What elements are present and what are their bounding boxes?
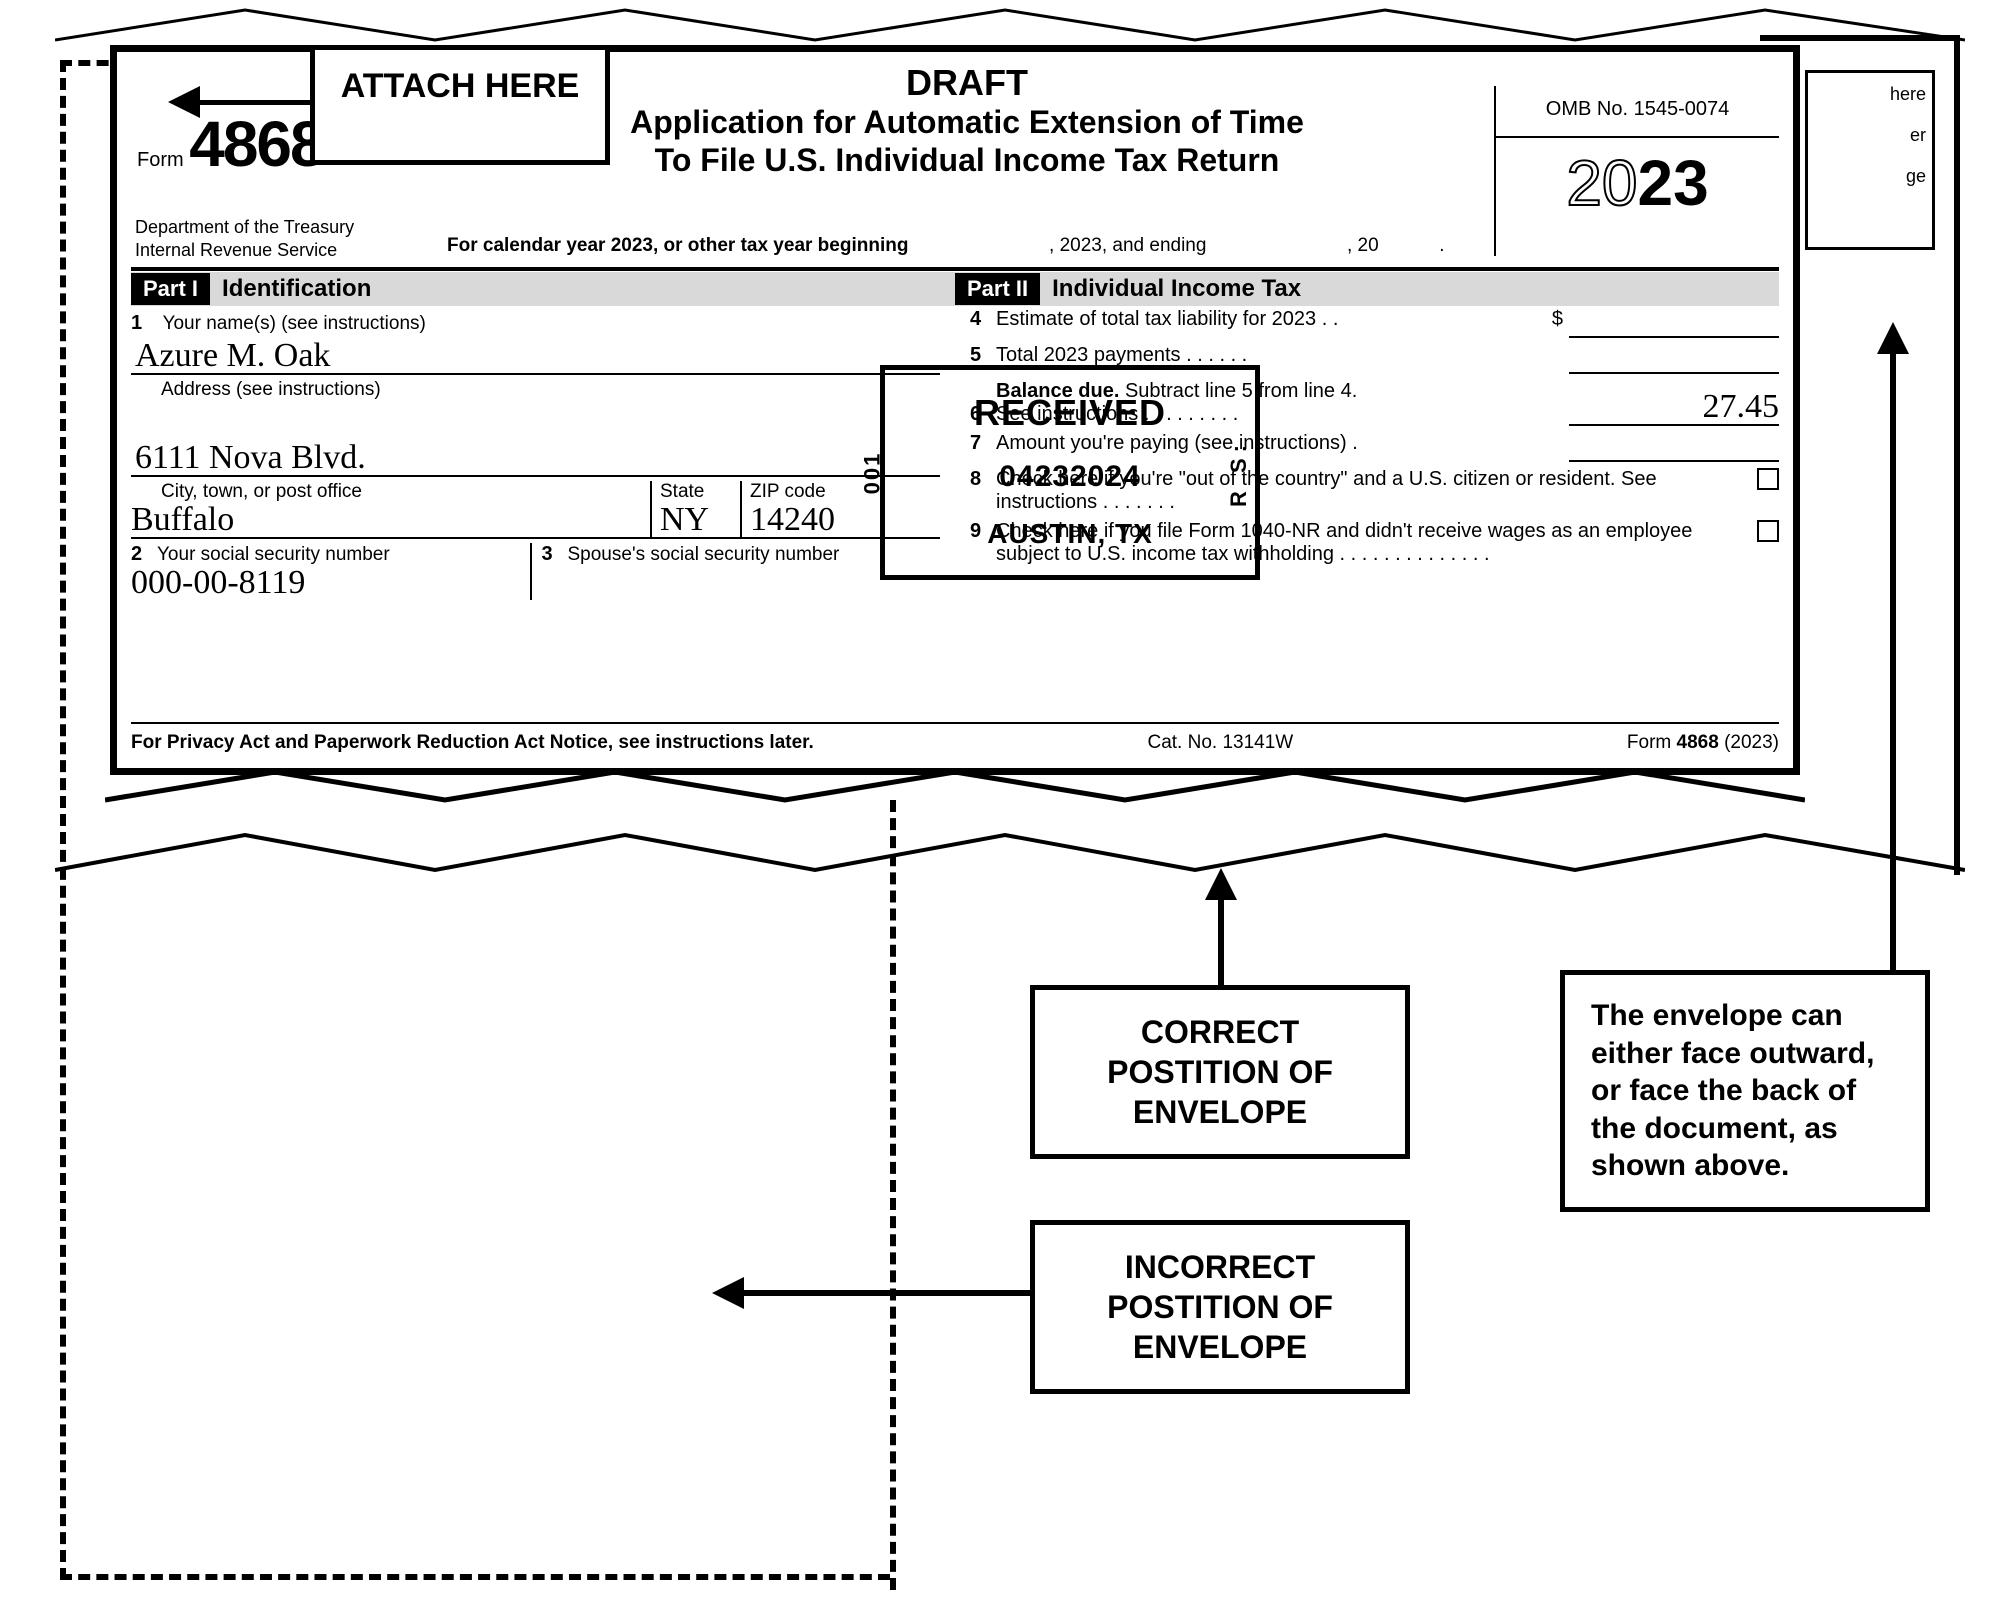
line5-text: Total 2023 payments . . . . . . xyxy=(996,344,1569,367)
right-note-arrow-head xyxy=(1877,322,1909,354)
incorrect-position-text: INCORRECT POSTITION OF ENVELOPE xyxy=(1107,1249,1333,1365)
dept-line2: Internal Revenue Service xyxy=(135,239,435,262)
incorrect-arrow-shaft xyxy=(740,1290,1030,1296)
stamp-line3: AUSTIN, TX xyxy=(885,518,1255,550)
stamp-line1: RECEIVED xyxy=(885,392,1255,434)
part2-header: Part II Individual Income Tax xyxy=(955,272,1779,306)
title-line1: Application for Automatic Extension of T… xyxy=(537,104,1397,142)
city-value: Buffalo xyxy=(131,503,650,537)
draft-label: DRAFT xyxy=(537,62,1397,104)
back-note-line3: ge xyxy=(1814,163,1926,190)
line9-checkbox[interactable] xyxy=(1757,520,1779,542)
form-footer: For Privacy Act and Paperwork Reduction … xyxy=(131,722,1779,754)
line1-value: Azure M. Oak xyxy=(131,339,940,375)
part1-tag: Part I xyxy=(131,273,210,305)
title-line2: To File U.S. Individual Income Tax Retur… xyxy=(537,142,1397,180)
envelope-facing-text: The envelope can either face outward, or… xyxy=(1591,999,1874,1182)
back-note-line1: here xyxy=(1814,81,1926,108)
parts-row: Part I Identification Part II Individual… xyxy=(131,272,1779,306)
footer-mid: Cat. No. 13141W xyxy=(1147,732,1293,754)
footer-right-c: (2023) xyxy=(1724,732,1779,753)
line4-amount xyxy=(1569,308,1779,338)
cal-d: . xyxy=(1439,235,1444,256)
correct-arrow-head xyxy=(1205,868,1237,900)
line3-label: Spouse's social security number xyxy=(568,544,840,565)
city-state-zip-row: City, town, or post office Buffalo State… xyxy=(131,481,940,539)
line8-checkbox[interactable] xyxy=(1757,468,1779,490)
footer-right-a: Form xyxy=(1627,732,1671,753)
line1-label: Your name(s) (see instructions) xyxy=(163,313,426,334)
omb-box: OMB No. 1545-0074 2023 xyxy=(1494,86,1779,256)
line4-num: 4 xyxy=(970,308,996,331)
line4-dollar: $ xyxy=(1552,308,1563,331)
line2-value: 000-00-8119 xyxy=(131,566,530,600)
header-rule xyxy=(131,267,1779,271)
form-number-value: 4868 xyxy=(189,108,323,180)
ssn-row: 2Your social security number 000-00-8119… xyxy=(131,543,940,600)
correct-position-callout: CORRECT POSTITION OF ENVELOPE xyxy=(1030,985,1410,1159)
calendar-year-line: For calendar year 2023, or other tax yea… xyxy=(447,235,1445,257)
right-note-arrow-shaft xyxy=(1890,350,1896,970)
stamp-side-right: R S: xyxy=(1226,439,1252,507)
omb-year: 2023 xyxy=(1496,138,1779,220)
part1-title: Identification xyxy=(222,275,371,303)
omb-number: OMB No. 1545-0074 xyxy=(1496,86,1779,138)
cal-a: For calendar year 2023, or other tax yea… xyxy=(447,235,908,256)
dept-line1: Department of the Treasury xyxy=(135,216,435,239)
cal-c: , 20 xyxy=(1347,235,1379,256)
line6-amount: 27.45 xyxy=(1569,390,1779,426)
attach-arrow-shaft xyxy=(195,100,310,105)
back-page-note-box: here er ge xyxy=(1805,70,1935,250)
line5-num: 5 xyxy=(970,344,996,367)
form-title: DRAFT Application for Automatic Extensio… xyxy=(537,62,1397,180)
year-solid: 23 xyxy=(1638,147,1709,219)
diagram-canvas: here er ge Form 4868 Department of the T… xyxy=(0,0,1990,1605)
footer-left: For Privacy Act and Paperwork Reduction … xyxy=(131,732,814,754)
form-dept: Department of the Treasury Internal Reve… xyxy=(135,216,435,261)
form-word: Form xyxy=(137,149,184,171)
incorrect-arrow-head xyxy=(712,1277,744,1309)
received-stamp: 001 R S: RECEIVED 04232024 AUSTIN, TX xyxy=(880,365,1260,580)
line5-amount xyxy=(1569,344,1779,374)
year-outline: 20 xyxy=(1566,147,1637,219)
correct-arrow-shaft xyxy=(1218,895,1224,990)
incorrect-position-callout: INCORRECT POSTITION OF ENVELOPE xyxy=(1030,1220,1410,1394)
state-value: NY xyxy=(660,503,740,537)
center-dashed-line xyxy=(890,800,896,1590)
line2-num: 2 xyxy=(131,543,157,566)
attach-here-box: ATTACH HERE xyxy=(310,45,610,165)
cal-b: , 2023, and ending xyxy=(1049,235,1206,256)
back-note-line2: er xyxy=(1814,122,1926,149)
torn-edge-mid-outer xyxy=(55,820,1965,890)
footer-right-b: 4868 xyxy=(1677,732,1719,753)
correct-position-text: CORRECT POSTITION OF ENVELOPE xyxy=(1107,1014,1333,1130)
state-label: State xyxy=(660,481,740,503)
part1-header: Part I Identification xyxy=(131,272,955,306)
stamp-line2: 04232024 xyxy=(885,460,1255,494)
footer-right: Form 4868 (2023) xyxy=(1627,732,1779,754)
line3-num: 3 xyxy=(542,543,568,566)
col-identification: 1 Your name(s) (see instructions) Azure … xyxy=(131,308,960,716)
line1-num: 1 xyxy=(131,312,157,335)
line2-label: Your social security number xyxy=(157,544,390,565)
address-label: Address (see instructions) xyxy=(131,379,940,401)
stamp-side-left: 001 xyxy=(859,451,885,494)
part2-tag: Part II xyxy=(955,273,1040,305)
envelope-facing-note: The envelope can either face outward, or… xyxy=(1560,970,1930,1212)
attach-arrow-head xyxy=(168,86,200,118)
line4-text: Estimate of total tax liability for 2023… xyxy=(996,308,1552,331)
city-label: City, town, or post office xyxy=(131,481,650,503)
form-number: Form 4868 xyxy=(137,107,324,181)
part2-title: Individual Income Tax xyxy=(1052,275,1301,303)
line7-amount xyxy=(1569,432,1779,462)
address-value: 6111 Nova Blvd. xyxy=(131,441,940,477)
